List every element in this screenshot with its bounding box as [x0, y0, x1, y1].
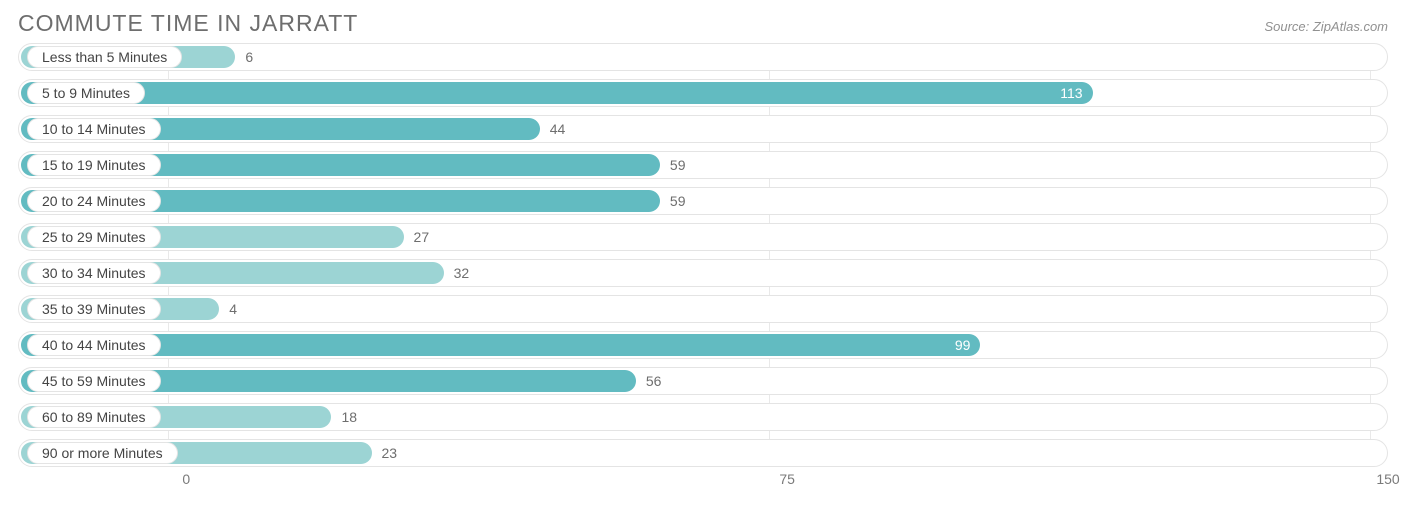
bar-row: 5 to 9 Minutes 113: [18, 79, 1388, 107]
category-label: 60 to 89 Minutes: [27, 406, 161, 428]
chart-x-axis: 075150: [18, 467, 1388, 497]
bar-row: Less than 5 Minutes 6: [18, 43, 1388, 71]
value-label: 18: [341, 409, 357, 425]
category-label: 5 to 9 Minutes: [27, 82, 145, 104]
bar-fill: [21, 82, 1093, 104]
bar-row: 40 to 44 Minutes 99: [18, 331, 1388, 359]
category-label: 45 to 59 Minutes: [27, 370, 161, 392]
value-label: 59: [670, 193, 686, 209]
bar-row: 10 to 14 Minutes 44: [18, 115, 1388, 143]
x-axis-tick: 75: [779, 471, 795, 487]
bar-row: 25 to 29 Minutes 27: [18, 223, 1388, 251]
value-label: 23: [382, 445, 398, 461]
value-label: 27: [414, 229, 430, 245]
value-label: 56: [646, 373, 662, 389]
bar-row: 90 or more Minutes 23: [18, 439, 1388, 467]
category-label: 10 to 14 Minutes: [27, 118, 161, 140]
category-label: 40 to 44 Minutes: [27, 334, 161, 356]
value-label: 44: [550, 121, 566, 137]
value-label: 4: [229, 301, 237, 317]
value-label: 59: [670, 157, 686, 173]
chart-rows: Less than 5 Minutes 6 5 to 9 Minutes 113 10 …: [18, 43, 1388, 467]
bar-fill: [21, 334, 980, 356]
bar-row: 15 to 19 Minutes 59: [18, 151, 1388, 179]
category-label: 25 to 29 Minutes: [27, 226, 161, 248]
value-label: 99: [955, 337, 971, 353]
bar-row: 35 to 39 Minutes 4: [18, 295, 1388, 323]
category-label: 30 to 34 Minutes: [27, 262, 161, 284]
category-label: 15 to 19 Minutes: [27, 154, 161, 176]
chart-source: Source: ZipAtlas.com: [1264, 19, 1388, 34]
bar-row: 30 to 34 Minutes 32: [18, 259, 1388, 287]
bar-row: 20 to 24 Minutes 59: [18, 187, 1388, 215]
chart-header: COMMUTE TIME IN JARRATT Source: ZipAtlas…: [0, 0, 1406, 43]
category-label: 90 or more Minutes: [27, 442, 178, 464]
category-label: 35 to 39 Minutes: [27, 298, 161, 320]
category-label: Less than 5 Minutes: [27, 46, 182, 68]
bar-row: 45 to 59 Minutes 56: [18, 367, 1388, 395]
chart-plot-area: Less than 5 Minutes 6 5 to 9 Minutes 113 10 …: [0, 43, 1406, 467]
category-label: 20 to 24 Minutes: [27, 190, 161, 212]
value-label: 113: [1060, 85, 1082, 101]
x-axis-tick: 150: [1376, 471, 1399, 487]
bar-row: 60 to 89 Minutes 18: [18, 403, 1388, 431]
chart-title: COMMUTE TIME IN JARRATT: [18, 10, 358, 37]
value-label: 6: [245, 49, 253, 65]
value-label: 32: [454, 265, 470, 281]
x-axis-tick: 0: [182, 471, 190, 487]
